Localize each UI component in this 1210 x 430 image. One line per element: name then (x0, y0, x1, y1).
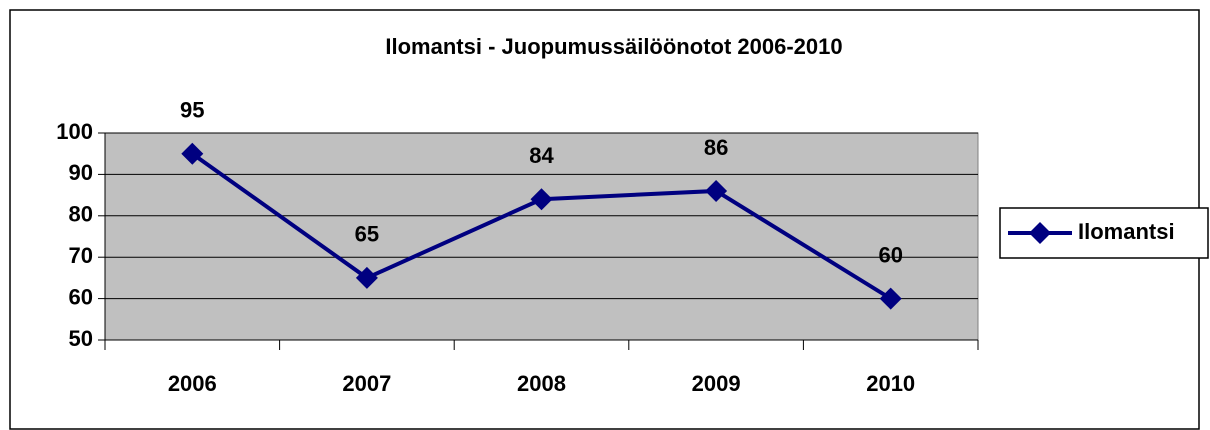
chart-title: Ilomantsi - Juopumussäilöönotot 2006-201… (385, 34, 842, 59)
y-tick-label: 60 (69, 284, 93, 309)
x-tick-label: 2007 (342, 371, 391, 396)
data-point (355, 266, 378, 289)
plot-area (104, 132, 979, 341)
x-tick-label: 2010 (866, 371, 915, 396)
data-point (879, 287, 902, 310)
y-tick-label: 70 (69, 243, 93, 268)
legend-marker (1029, 222, 1051, 244)
data-label: 95 (180, 98, 204, 123)
x-tick-label: 2006 (168, 371, 217, 396)
data-point (181, 142, 204, 165)
data-label: 84 (529, 143, 554, 168)
data-label: 60 (878, 242, 902, 267)
y-tick-label: 50 (69, 326, 93, 351)
y-tick-label: 90 (69, 160, 93, 185)
data-label: 86 (704, 135, 728, 160)
data-label: 65 (355, 222, 379, 247)
data-point (705, 179, 728, 202)
y-tick-label: 100 (56, 119, 93, 144)
legend-label: Ilomantsi (1078, 219, 1175, 244)
x-tick-label: 2009 (692, 371, 741, 396)
x-tick-label: 2008 (517, 371, 566, 396)
data-point (530, 188, 553, 211)
y-tick-label: 80 (69, 202, 93, 227)
